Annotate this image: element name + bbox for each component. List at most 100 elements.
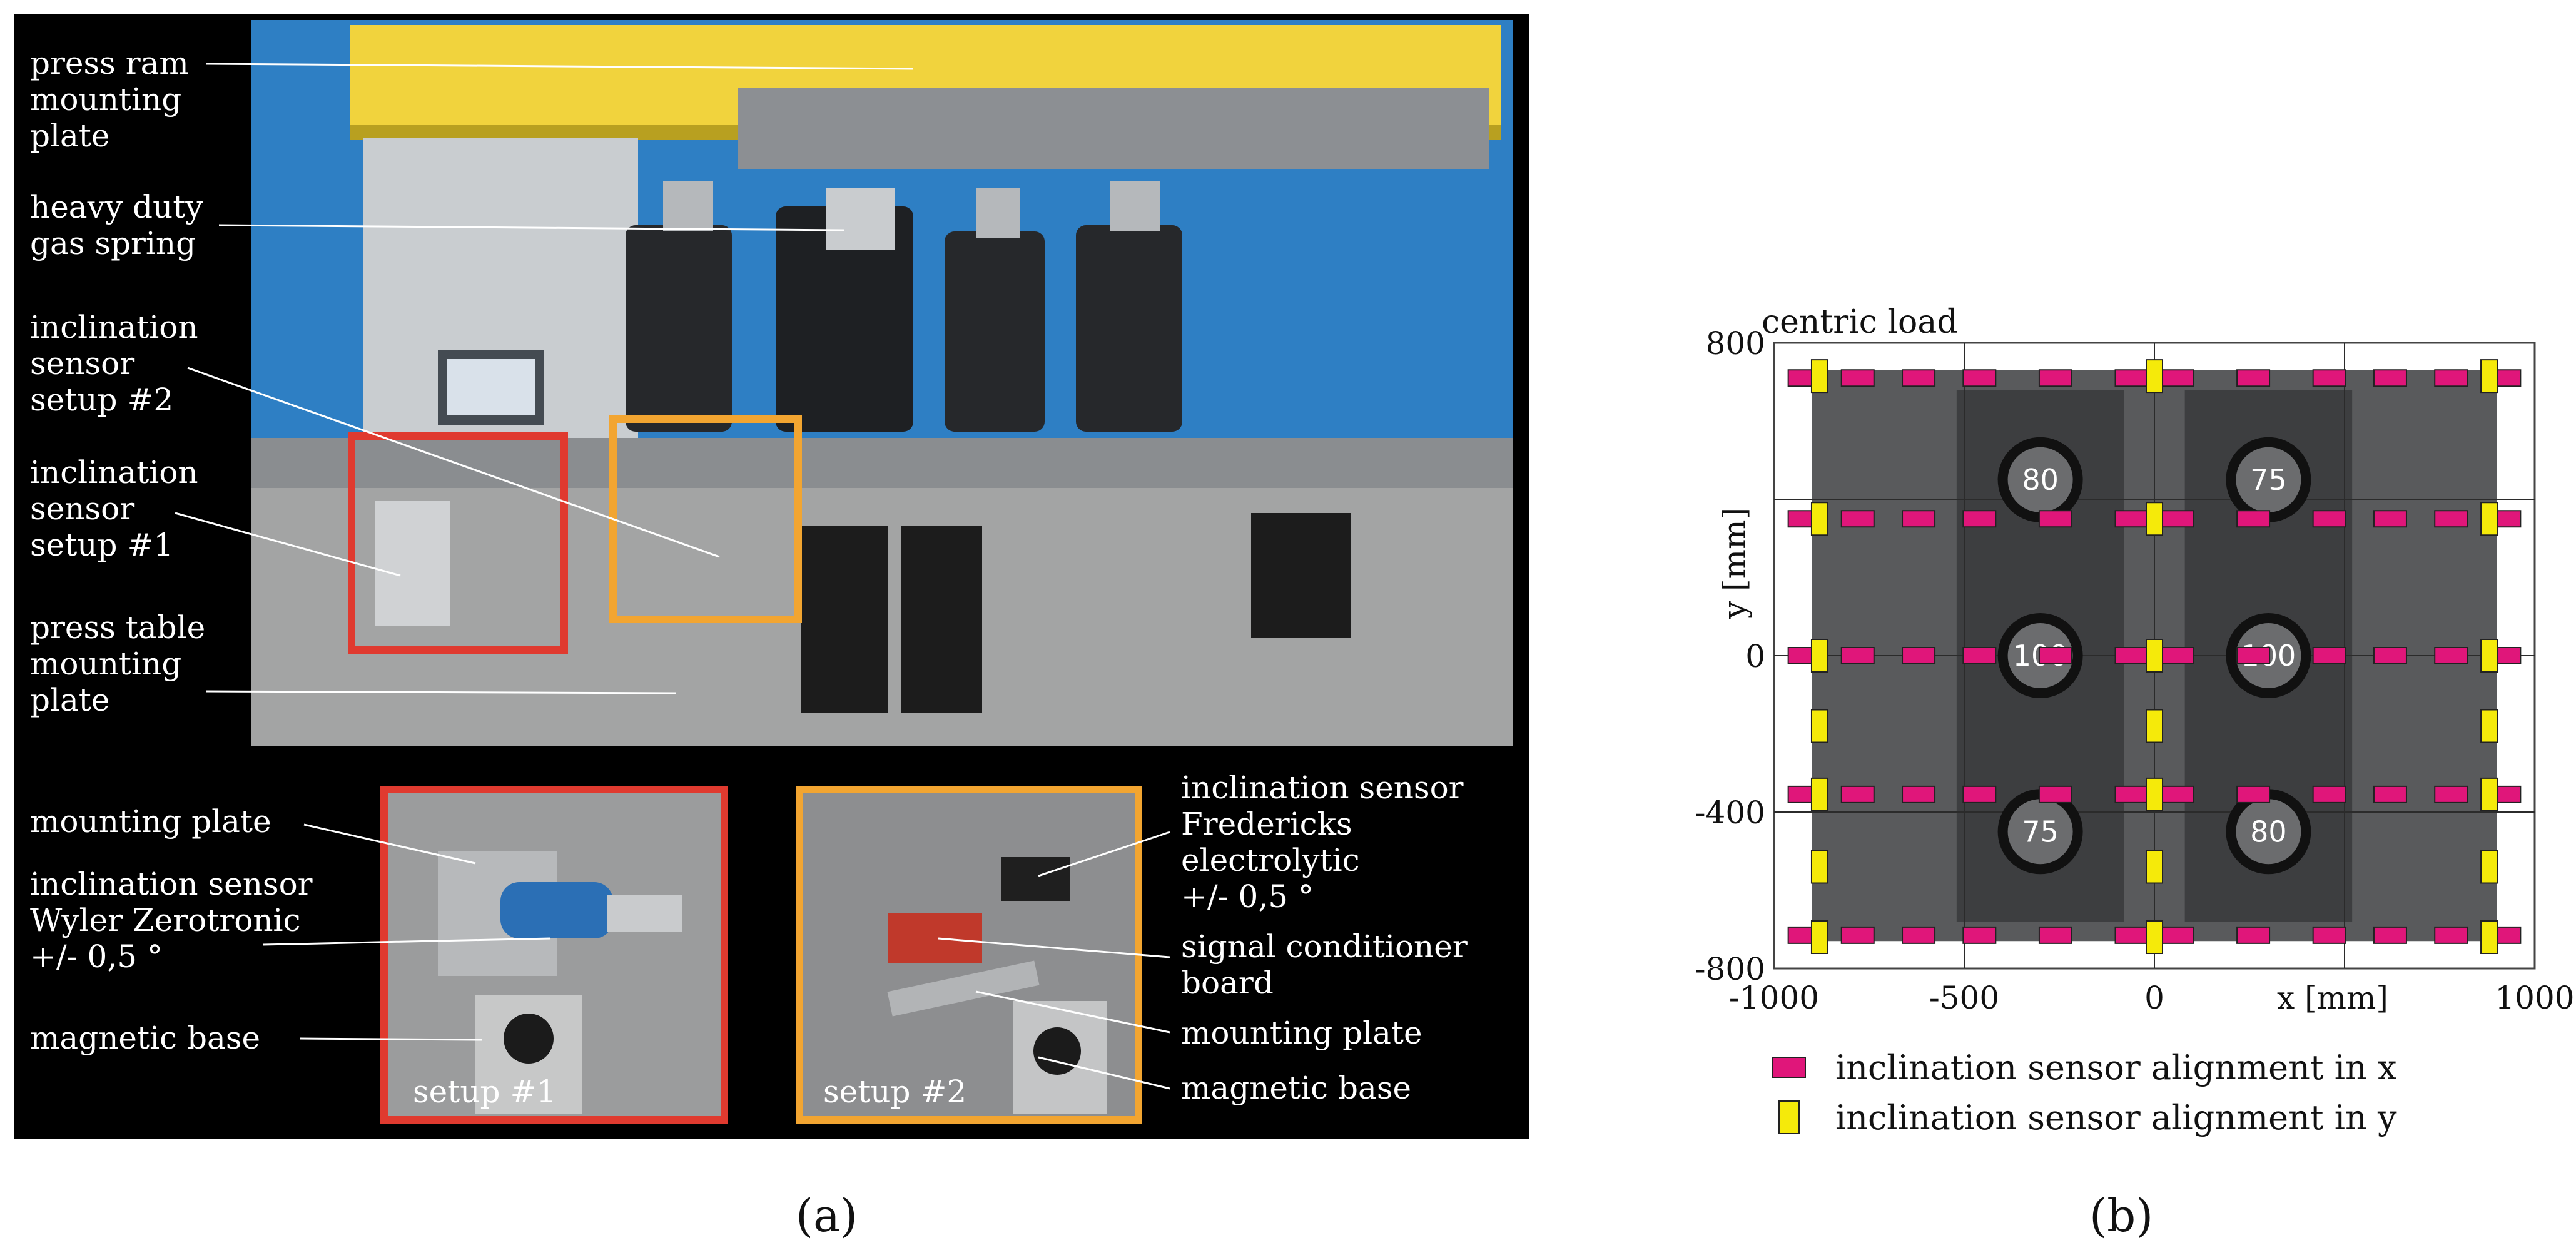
marker-y-alignment <box>1810 359 1828 394</box>
x-ticks: -1000 -500 0 1000 <box>1729 980 2575 1016</box>
inset2-sensor-line1: inclination sensor <box>1181 770 1464 806</box>
marker-x-alignment <box>2160 369 2194 387</box>
marker-x-alignment <box>1840 926 1875 944</box>
label-setup1-line3: setup #1 <box>30 527 173 563</box>
marker-x-alignment <box>2114 369 2149 387</box>
y-tick-label: -800 <box>1695 951 1765 987</box>
marker-y-alignment <box>2146 920 2163 954</box>
marker-y-alignment <box>2146 639 2163 673</box>
legend-x-swatch <box>1772 1057 1806 1078</box>
marker-x-alignment <box>2312 510 2346 528</box>
marker-x-alignment <box>2038 785 2072 803</box>
marker-y-alignment <box>2480 920 2498 954</box>
marker-x-alignment <box>2114 647 2149 664</box>
caption-b: (b) <box>2089 1189 2153 1242</box>
marker-x-alignment <box>2114 785 2149 803</box>
marker-x-alignment <box>2236 510 2271 528</box>
marker-x-alignment <box>2373 510 2407 528</box>
inset1-leader-lines <box>262 823 551 1041</box>
label-setup2-line2: sensor <box>30 345 134 382</box>
y-tick-label: 0 <box>1745 638 1765 674</box>
marker-y-alignment <box>2480 639 2498 673</box>
inset2-sensor-line3: electrolytic <box>1181 842 1360 878</box>
marker-x-alignment <box>2236 926 2271 944</box>
marker-x-alignment <box>2038 926 2072 944</box>
inset2-leader-lines <box>938 831 1170 1090</box>
marker-x-alignment <box>1840 647 1875 664</box>
inset1-magnetic-base-label: magnetic base <box>30 1020 260 1056</box>
marker-x-alignment <box>2373 647 2407 664</box>
marker-y-alignment <box>2146 850 2163 884</box>
inset-setup1: setup #1 <box>380 786 728 1124</box>
label-setup2-line3: setup #2 <box>30 382 173 418</box>
y-tick-label: -400 <box>1695 795 1765 831</box>
label-setup1-line1: inclination <box>30 454 198 490</box>
marker-x-alignment <box>1840 510 1875 528</box>
marker-x-alignment <box>2434 785 2468 803</box>
marker-y-alignment <box>1810 850 1828 884</box>
inset1-sensor-label: inclination sensor Wyler Zerotronic +/- … <box>30 866 323 975</box>
marker-x-alignment <box>2160 647 2194 664</box>
inset2-tag: setup #2 <box>823 1074 966 1110</box>
label-press-ram-line3: plate <box>30 118 110 154</box>
marker-x-alignment <box>1962 926 1997 944</box>
marker-x-alignment <box>2236 647 2271 664</box>
plate-label: 75 <box>2250 463 2287 497</box>
plate-disc <box>2007 447 2073 512</box>
x-tick-label: -500 <box>1929 980 1999 1016</box>
marker-x-alignment <box>2236 785 2271 803</box>
plate-disc <box>2236 447 2301 512</box>
inset2-sensor-line4: +/- 0,5 ° <box>1181 878 1314 915</box>
marker-x-alignment <box>1902 510 1936 528</box>
panel-a: press ram mounting plate heavy duty gas … <box>14 14 1529 1139</box>
inset2-board-label: signal conditioner board <box>1181 928 1478 1001</box>
label-press-table: press table mounting plate <box>30 609 215 718</box>
marker-x-alignment <box>1962 510 1997 528</box>
marker-x-alignment <box>1840 369 1875 387</box>
inset2-sensor-line2: Fredericks <box>1181 806 1352 842</box>
marker-x-alignment <box>1840 785 1875 803</box>
marker-x-alignment <box>1962 369 1997 387</box>
marker-x-alignment <box>1962 647 1997 664</box>
marker-x-alignment <box>2312 785 2346 803</box>
label-press-table-line2: mounting <box>30 646 181 682</box>
inset1-sensor-line3: +/- 0,5 ° <box>30 938 163 975</box>
marker-x-alignment <box>1902 785 1936 803</box>
marker-x-alignment <box>1902 926 1936 944</box>
marker-x-alignment <box>2312 647 2346 664</box>
plate-label: 75 <box>2022 815 2059 848</box>
label-press-table-line1: press table <box>30 609 205 646</box>
marker-y-alignment <box>2146 709 2163 743</box>
inset1-tag: setup #1 <box>413 1074 556 1110</box>
marker-y-alignment <box>2480 709 2498 743</box>
marker-x-alignment <box>2434 926 2468 944</box>
legend-y-label: inclination sensor alignment in y <box>1835 1098 2397 1137</box>
marker-x-alignment <box>2038 510 2072 528</box>
label-press-ram: press ram mounting plate <box>30 45 199 154</box>
marker-x-alignment <box>1902 647 1936 664</box>
marker-y-alignment <box>2146 502 2163 536</box>
marker-y-alignment <box>2480 502 2498 536</box>
y-tick-label: 800 <box>1706 325 1765 362</box>
label-setup1-line2: sensor <box>30 490 134 527</box>
plate-label: 80 <box>2022 463 2059 497</box>
inset2-board-line1: signal conditioner <box>1181 928 1468 965</box>
label-setup2: inclination sensor setup #2 <box>30 309 208 418</box>
marker-y-alignment <box>1810 920 1828 954</box>
marker-x-alignment <box>2160 926 2194 944</box>
inset1-sensor-line2: Wyler Zerotronic <box>30 902 301 938</box>
marker-x-alignment <box>2434 369 2468 387</box>
marker-x-alignment <box>2373 369 2407 387</box>
inset2-mounting-plate-label: mounting plate <box>1181 1015 1422 1051</box>
marker-y-alignment <box>1810 639 1828 673</box>
marker-x-alignment <box>1962 785 1997 803</box>
marker-x-alignment <box>2114 926 2149 944</box>
plate-label: 80 <box>2250 815 2287 848</box>
marker-x-alignment <box>2160 510 2194 528</box>
marker-x-alignment <box>2312 369 2346 387</box>
x-tick-label: 1000 <box>2495 980 2574 1016</box>
main-leader-lines <box>175 63 914 694</box>
marker-x-alignment <box>1902 369 1936 387</box>
caption-a: (a) <box>796 1189 858 1242</box>
